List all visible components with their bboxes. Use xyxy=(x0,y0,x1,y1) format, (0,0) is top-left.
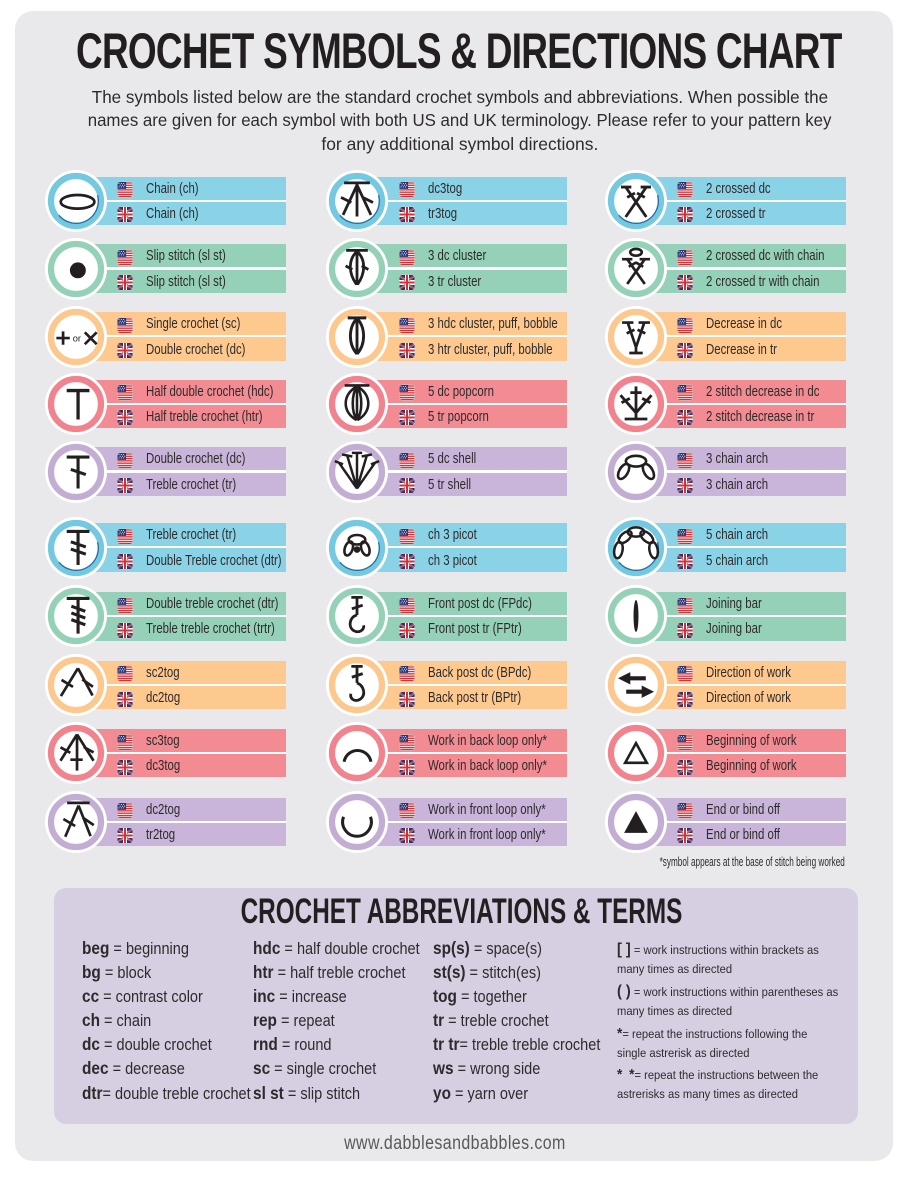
svg-text:or: or xyxy=(72,333,80,343)
